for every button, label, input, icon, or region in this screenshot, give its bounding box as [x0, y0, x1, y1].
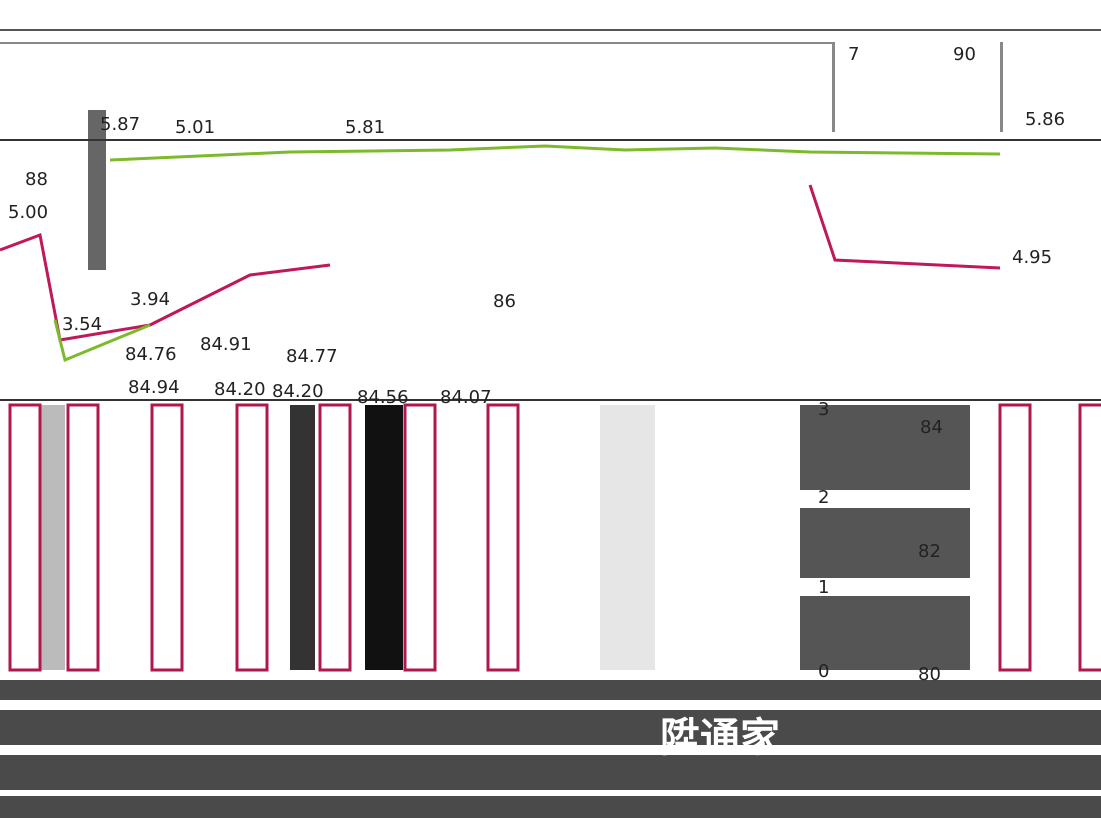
column — [318, 403, 352, 672]
value-label: 3.54 — [62, 314, 102, 335]
value-label: 7 — [848, 44, 859, 65]
column — [486, 403, 520, 672]
footer-rule — [0, 790, 1101, 796]
block — [365, 405, 403, 670]
value-label: 84 — [920, 417, 943, 438]
green-line — [109, 144, 1001, 162]
column — [1078, 403, 1101, 672]
value-label: 84.91 — [200, 334, 252, 355]
value-label: 3 — [818, 399, 829, 420]
block — [800, 405, 970, 670]
value-label: 1 — [818, 577, 829, 598]
block — [290, 405, 315, 670]
scroll-bar — [88, 110, 106, 270]
rule — [832, 42, 835, 132]
green-line — [53, 319, 151, 363]
value-label: 0 — [818, 661, 829, 682]
block — [600, 405, 655, 670]
value-label: 5.81 — [345, 117, 385, 138]
value-label: 5.87 — [100, 114, 140, 135]
value-label: 3.94 — [130, 289, 170, 310]
gap — [800, 578, 970, 596]
value-label: 84.77 — [286, 346, 338, 367]
value-label: 82 — [918, 541, 941, 562]
column-area — [8, 403, 1101, 672]
value-label: 5.01 — [175, 117, 215, 138]
value-label: 84.76 — [125, 344, 177, 365]
value-label: 4.95 — [1012, 247, 1052, 268]
rule — [0, 42, 835, 44]
footer-rule — [0, 745, 1101, 755]
value-label: 5.86 — [1025, 109, 1065, 130]
block — [40, 405, 65, 670]
column — [150, 403, 184, 672]
brand: 陞通家 — [660, 715, 780, 761]
column — [403, 403, 437, 672]
value-label: 84.56 — [357, 387, 409, 408]
column — [8, 403, 42, 672]
value-label: 90 — [953, 44, 976, 65]
footer-rule — [0, 700, 1101, 710]
red-line — [0, 232, 331, 342]
rule — [1000, 42, 1003, 132]
value-label: 84.20 — [214, 379, 266, 400]
value-label: 84.07 — [440, 387, 492, 408]
value-label: 84.20 — [272, 381, 324, 402]
value-label: 88 — [25, 169, 48, 190]
value-label: 80 — [918, 664, 941, 685]
red-line — [808, 184, 1001, 270]
value-label: 2 — [818, 487, 829, 508]
value-label: 84.94 — [128, 377, 180, 398]
gap — [800, 490, 970, 508]
column — [998, 403, 1032, 672]
column — [235, 403, 269, 672]
column — [66, 403, 100, 672]
value-label: 86 — [493, 291, 516, 312]
value-label: 5.00 — [8, 202, 48, 223]
